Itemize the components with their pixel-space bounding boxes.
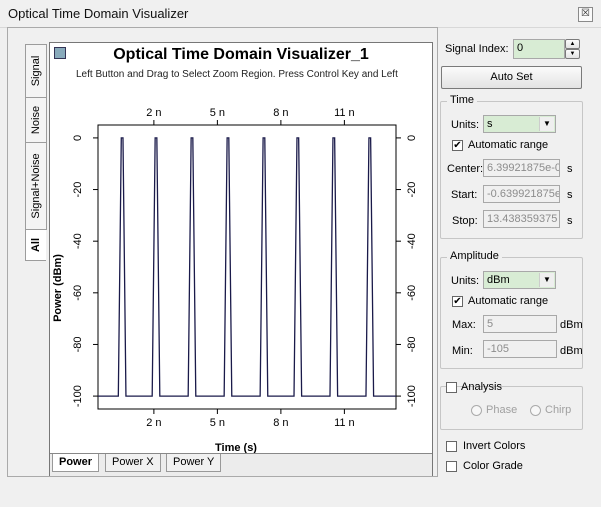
center-label: Center: xyxy=(447,163,484,175)
time-auto-range-label: Automatic range xyxy=(468,139,549,151)
tab-signal-noise[interactable]: Signal+Noise xyxy=(25,142,47,230)
tab-signal-label: Signal xyxy=(30,55,42,87)
amplitude-auto-range-checkbox[interactable]: ✔ xyxy=(452,296,463,307)
y-tick-label-right: 0 xyxy=(406,135,418,141)
plot-subtitle: Left Button and Drag to Select Zoom Regi… xyxy=(76,69,398,80)
x-tick-label-top: 2 n xyxy=(146,107,161,119)
y-tick-label-right: -20 xyxy=(406,182,418,198)
close-button[interactable]: ☒ xyxy=(578,7,593,22)
min-field[interactable]: -105 xyxy=(483,340,557,358)
y-tick-label-left: -80 xyxy=(72,337,84,353)
time-units-label: Units: xyxy=(451,119,480,131)
invert-colors-checkbox[interactable] xyxy=(446,441,457,452)
tab-power-y[interactable]: Power Y xyxy=(166,454,222,472)
tab-power[interactable]: Power xyxy=(52,454,100,472)
x-tick-label-top: 11 n xyxy=(334,107,355,119)
analysis-group xyxy=(440,386,583,430)
phase-radio[interactable] xyxy=(471,405,482,416)
center-unit: s xyxy=(567,163,573,175)
y-axis-label: Power (dBm) xyxy=(52,254,64,322)
signal-index-label: Signal Index: xyxy=(445,43,509,55)
color-grade-checkbox[interactable] xyxy=(446,461,457,472)
max-unit: dBm xyxy=(560,319,583,331)
x-tick-label-bottom: 2 n xyxy=(146,417,161,429)
time-group-label: Time xyxy=(447,94,478,106)
x-tick-label-top: 5 n xyxy=(210,107,225,119)
phase-label: Phase xyxy=(486,404,518,416)
plot-title: Optical Time Domain Visualizer_1 xyxy=(113,46,369,63)
y-tick-label-right: -60 xyxy=(406,285,418,301)
amplitude-units-select[interactable]: dBm ▼ xyxy=(483,271,556,289)
y-tick-label-left: -20 xyxy=(72,182,84,198)
tab-signal[interactable]: Signal xyxy=(25,44,47,98)
bottom-tab-strip: Power Power X Power Y xyxy=(50,453,432,476)
max-field[interactable]: 5 xyxy=(483,315,557,333)
amplitude-group xyxy=(440,257,583,369)
start-field[interactable]: -0.639921875e xyxy=(483,185,560,203)
tab-signal-noise-label: Signal+Noise xyxy=(30,153,42,219)
chirp-radio[interactable] xyxy=(530,405,541,416)
power-trace xyxy=(98,137,396,397)
y-tick-label-right: -80 xyxy=(406,337,418,353)
time-units-select[interactable]: s ▼ xyxy=(483,115,556,133)
min-unit: dBm xyxy=(560,345,583,357)
tab-all-label: All xyxy=(30,237,42,253)
amplitude-units-value: dBm xyxy=(487,274,510,286)
tab-power-x[interactable]: Power X xyxy=(105,454,161,472)
signal-index-up-button[interactable]: ▲ xyxy=(565,39,580,49)
window-title: Optical Time Domain Visualizer xyxy=(8,6,189,21)
chevron-down-icon: ▼ xyxy=(539,117,554,131)
invert-colors-label: Invert Colors xyxy=(463,440,526,452)
amplitude-units-label: Units: xyxy=(451,275,480,287)
plot-area xyxy=(97,124,397,410)
chirp-label: Chirp xyxy=(545,404,572,416)
stop-label: Stop: xyxy=(452,215,478,227)
x-tick-label-bottom: 11 n xyxy=(334,417,355,429)
time-units-value: s xyxy=(487,118,493,130)
y-tick-label-left: 0 xyxy=(72,135,84,141)
plot-window: Optical Time Domain Visualizer_1 Left Bu… xyxy=(49,42,433,476)
x-axis-label: Time (s) xyxy=(215,442,257,453)
tab-noise-label: Noise xyxy=(30,105,42,135)
signal-index-down-button[interactable]: ▼ xyxy=(565,49,580,59)
chart-axes: 2 n 2 n 5 n 5 n 8 n 8 n 11 n 11 n 0 0 -20 -20 -40 -40… xyxy=(72,107,418,429)
amplitude-auto-range-label: Automatic range xyxy=(468,295,549,307)
x-tick-label-bottom: 8 n xyxy=(273,417,288,429)
chevron-down-icon: ▼ xyxy=(539,273,554,287)
window-icon xyxy=(54,47,66,59)
start-unit: s xyxy=(567,189,573,201)
analysis-checkbox[interactable] xyxy=(446,382,457,393)
tab-all[interactable]: All xyxy=(25,229,46,261)
color-grade-label: Color Grade xyxy=(463,460,523,472)
title-bar: Optical Time Domain Visualizer ☒ xyxy=(0,0,601,28)
time-auto-range-checkbox[interactable]: ✔ xyxy=(452,140,463,151)
y-tick-label-right: -40 xyxy=(406,233,418,249)
y-tick-label-left: -100 xyxy=(72,385,84,407)
max-label: Max: xyxy=(452,319,476,331)
center-field[interactable]: 6.39921875e-0 xyxy=(483,159,560,177)
y-tick-label-left: -40 xyxy=(72,233,84,249)
analysis-label: Analysis xyxy=(461,381,502,393)
y-tick-label-left: -60 xyxy=(72,285,84,301)
y-tick-label-right: -100 xyxy=(406,385,418,407)
power-chart[interactable]: 2 n 2 n 5 n 5 n 8 n 8 n 11 n 11 n 0 0 -20 -20 -40 -40… xyxy=(50,43,432,453)
time-group xyxy=(440,101,583,239)
signal-index-input[interactable]: 0 xyxy=(513,39,565,59)
tab-noise[interactable]: Noise xyxy=(25,97,47,143)
min-label: Min: xyxy=(452,345,473,357)
start-label: Start: xyxy=(451,189,478,201)
x-tick-label-bottom: 5 n xyxy=(210,417,225,429)
amplitude-group-label: Amplitude xyxy=(447,250,502,262)
x-tick-label-top: 8 n xyxy=(273,107,288,119)
stop-field[interactable]: 13.438359375 xyxy=(483,210,560,228)
stop-unit: s xyxy=(567,215,573,227)
auto-set-button[interactable]: Auto Set xyxy=(441,66,582,89)
